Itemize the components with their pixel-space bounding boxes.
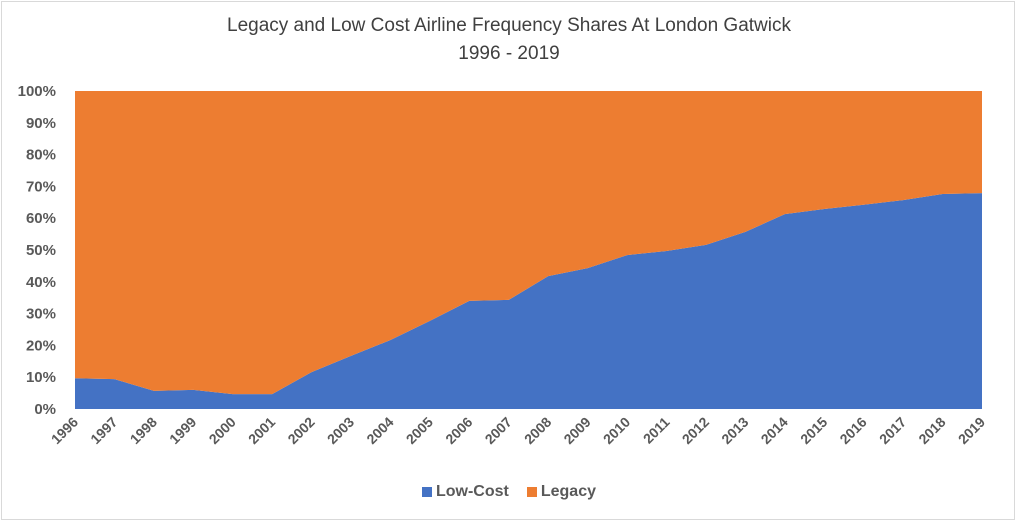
y-tick-label: 30%: [26, 306, 56, 323]
x-tick-label: 2009: [560, 414, 593, 447]
y-tick-label: 80%: [26, 147, 56, 164]
x-tick-label: 2014: [758, 414, 791, 447]
x-tick-label: 1998: [127, 414, 160, 447]
x-tick-label: 2017: [876, 414, 909, 447]
x-tick-label: 2006: [442, 414, 475, 447]
x-tick-label: 1997: [87, 414, 120, 447]
y-tick-label: 0%: [34, 401, 56, 418]
x-tick-label: 2013: [718, 414, 751, 447]
x-tick-label: 1999: [166, 414, 199, 447]
x-tick-label: 2003: [324, 414, 357, 447]
legend: Low-Cost Legacy: [0, 483, 1018, 501]
chart-title: Legacy and Low Cost Airline Frequency Sh…: [227, 15, 791, 36]
chart-subtitle: 1996 - 2019: [458, 43, 560, 64]
x-tick-label: 2011: [640, 414, 673, 447]
legend-item-low-cost: Low-Cost: [421, 483, 509, 501]
legend-swatch-legacy: [526, 487, 537, 497]
y-tick-label: 40%: [26, 274, 56, 291]
y-tick-label: 60%: [26, 210, 56, 227]
x-tick-label: 2010: [600, 414, 633, 447]
area-low-cost: [75, 193, 982, 409]
legend-item-legacy: Legacy: [526, 483, 596, 501]
area-legacy: [75, 91, 982, 395]
x-tick-label: 2002: [284, 414, 317, 447]
x-tick-label: 2018: [915, 414, 948, 447]
x-tick-label: 2004: [363, 414, 396, 447]
x-tick-label: 1996: [48, 414, 81, 447]
x-tick-label: 2005: [403, 414, 436, 447]
x-tick-label: 2001: [245, 414, 278, 447]
x-tick-label: 2016: [836, 414, 869, 447]
y-tick-label: 100%: [18, 83, 56, 100]
legend-swatch-low-cost: [421, 487, 432, 497]
y-tick-label: 10%: [26, 369, 56, 386]
y-tick-label: 90%: [26, 115, 56, 132]
x-tick-label: 2015: [797, 414, 830, 447]
y-tick-label: 50%: [26, 242, 56, 259]
x-tick-label: 2000: [206, 414, 239, 447]
x-tick-label: 2007: [482, 414, 515, 447]
y-tick-label: 70%: [26, 178, 56, 195]
x-tick-label: 2012: [679, 414, 712, 447]
y-tick-label: 20%: [26, 337, 56, 354]
legend-label-legacy: Legacy: [540, 483, 596, 500]
x-tick-label: 2019: [955, 414, 988, 447]
x-tick-label: 2008: [521, 414, 554, 447]
legend-label-low-cost: Low-Cost: [435, 483, 509, 500]
